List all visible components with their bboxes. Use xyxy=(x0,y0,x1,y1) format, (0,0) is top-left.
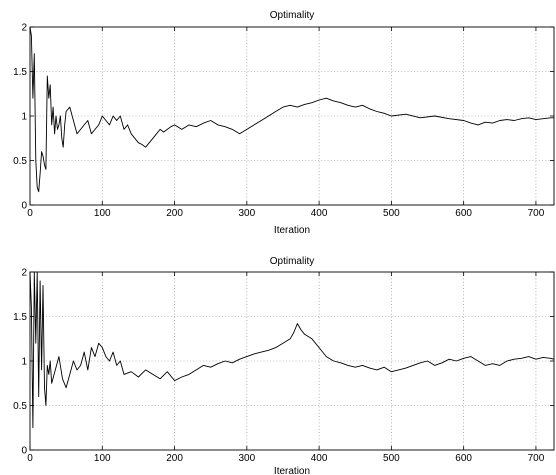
chart-1-title: Optimality xyxy=(270,10,314,21)
chart-2-ytick-label: 0 xyxy=(21,446,27,457)
chart-2-ytick-label: 1 xyxy=(21,357,27,368)
chart-2-xtick-label: 300 xyxy=(238,453,255,464)
chart-1-xtick-label: 300 xyxy=(238,208,255,219)
chart-1-ytick-label: 1 xyxy=(21,112,27,123)
chart-2-title: Optimality xyxy=(270,256,314,267)
chart-2-xtick-label: 0 xyxy=(27,453,33,464)
chart-1-xtick-label: 200 xyxy=(166,208,183,219)
chart-1-plot: 0 100 200 300 400 500 600 700 0 0.5 1 1.5 2 xyxy=(13,23,555,219)
chart-1-xtick-label: 500 xyxy=(383,208,400,219)
chart-1-xtick-label: 400 xyxy=(311,208,328,219)
chart-2-series-line xyxy=(29,271,555,429)
chart-2: Optimality Iteration 0 100 200 300 400 500 600… xyxy=(13,256,555,475)
chart-2-xtick-label: 100 xyxy=(94,453,111,464)
chart-1-ytick-label: 0 xyxy=(21,201,27,212)
chart-2-xtick-label: 400 xyxy=(311,453,328,464)
chart-2-ytick-label: 2 xyxy=(21,268,27,279)
chart-2-plot: 0 100 200 300 400 500 600 700 0 0.5 1 1.5 2 xyxy=(13,268,555,464)
chart-1-xtick-label: 100 xyxy=(94,208,111,219)
chart-1-xtick-label: 700 xyxy=(528,208,545,219)
chart-2-xtick-label: 200 xyxy=(166,453,183,464)
chart-1-ytick-label: 0.5 xyxy=(13,156,27,167)
chart-2-xlabel: Iteration xyxy=(274,466,310,475)
chart-1-series-line xyxy=(29,26,554,193)
chart-2-xtick-label: 600 xyxy=(455,453,472,464)
chart-2-xtick-label: 700 xyxy=(528,453,545,464)
chart-1-xlabel: Iteration xyxy=(274,225,310,236)
chart-1-ytick-label: 1.5 xyxy=(13,67,27,78)
chart-1: Optimality Iteration 0 100 200 300 400 500 600… xyxy=(13,10,555,236)
chart-2-ytick-label: 1.5 xyxy=(13,312,27,323)
chart-2-xtick-label: 500 xyxy=(383,453,400,464)
chart-1-ytick-label: 2 xyxy=(21,23,27,34)
chart-1-xtick-label: 0 xyxy=(27,208,33,219)
chart-1-xtick-label: 600 xyxy=(455,208,472,219)
chart-2-ytick-label: 0.5 xyxy=(13,401,27,412)
